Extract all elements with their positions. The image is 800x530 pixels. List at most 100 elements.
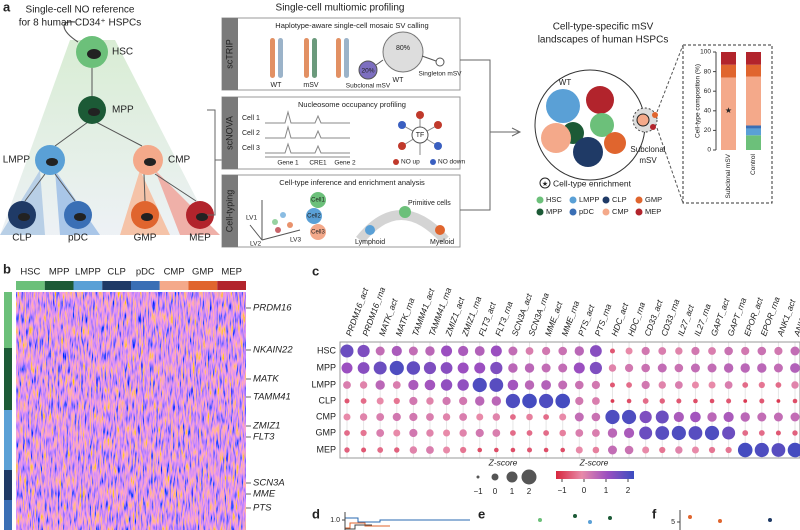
dot: [426, 446, 434, 454]
legend-label: LMPP: [579, 195, 599, 204]
dot: [442, 413, 451, 421]
section-title: Single-cell multiomic profiling: [276, 3, 405, 14]
legend-tick-label: 0: [493, 487, 498, 496]
dot: [776, 399, 781, 403]
panel-heading: Nucleosome occupancy profiling: [298, 100, 406, 109]
bar-segment: [721, 52, 736, 65]
dot: [526, 413, 533, 421]
legend-label: GMP: [645, 195, 662, 204]
dot: [359, 381, 368, 389]
row-label: GMP: [315, 427, 336, 437]
dot: [607, 445, 617, 455]
dot: [475, 396, 485, 406]
label: WT: [559, 78, 572, 87]
label: NO down: [438, 159, 465, 166]
dot: [621, 409, 637, 425]
label: mSV: [639, 156, 657, 165]
gene-label: MATK: [253, 374, 279, 385]
color-bar: [556, 471, 634, 479]
dot: [558, 380, 568, 390]
dot: [737, 442, 753, 458]
dot: [373, 361, 387, 375]
dot: [344, 398, 350, 404]
label: Subclonal: [630, 145, 665, 154]
dot: [555, 393, 571, 409]
dot: [525, 347, 534, 355]
gene-label: PRDM16: [253, 303, 292, 314]
dot: [658, 381, 666, 389]
dot: [671, 425, 686, 441]
dot: [624, 363, 634, 373]
dot: [625, 347, 633, 355]
dot: [510, 447, 516, 453]
column-color-bar: [73, 281, 103, 290]
panel-label: c: [312, 263, 319, 278]
label: landscapes of human HSPCs: [538, 35, 669, 46]
dot: [393, 397, 400, 405]
dot: [408, 346, 418, 356]
panel-title: Single-cell NO reference: [26, 5, 135, 16]
legend-label: MEP: [645, 207, 661, 216]
legend-tick-label: 0: [582, 486, 587, 495]
dot: [409, 446, 418, 454]
dot: [458, 345, 469, 357]
dot: [524, 363, 535, 373]
dot: [426, 413, 434, 421]
label: WT: [271, 82, 283, 89]
dot: [758, 430, 765, 436]
bar-segment: [746, 125, 761, 129]
dot: [542, 346, 551, 356]
bar-segment: [746, 76, 761, 126]
legend-label: CMP: [612, 207, 629, 216]
dot: [757, 346, 767, 356]
dot: [527, 447, 533, 453]
dot: [492, 429, 501, 437]
bottom-panels: [344, 510, 772, 530]
column-header: CLP: [107, 267, 125, 278]
size-legend-dot: [521, 469, 537, 485]
tab-label: scTRIP: [224, 39, 234, 69]
dot: [759, 398, 765, 404]
dot: [740, 412, 750, 422]
dot: [541, 363, 551, 373]
dot: [589, 345, 602, 357]
dot: [508, 346, 518, 356]
dot: [655, 410, 669, 424]
dot: [526, 430, 533, 436]
dot: [408, 379, 419, 391]
legend-tick-label: −1: [473, 487, 483, 496]
label: Myeloid: [430, 239, 454, 246]
dot: [787, 442, 800, 458]
legend-swatch: [602, 208, 610, 216]
panel-heading: Cell-type inference and enrichment analy…: [279, 178, 425, 187]
dot: [375, 380, 385, 390]
dot: [490, 361, 503, 375]
dot: [740, 363, 750, 373]
label: Lymphoid: [355, 239, 385, 246]
gene-label: ZMIZ1: [252, 421, 280, 432]
dot: [343, 381, 351, 389]
dot: [641, 363, 650, 373]
dot: [340, 344, 354, 358]
dot: [675, 446, 683, 454]
tab-label: scNOVA: [224, 116, 234, 150]
dot: [440, 379, 453, 391]
dot: [426, 429, 434, 437]
dot: [472, 377, 487, 393]
dot: [607, 428, 618, 438]
dot: [406, 361, 421, 375]
dot: [425, 346, 435, 356]
cell-type-node-label: LMPP: [3, 155, 31, 166]
dot: [591, 429, 600, 437]
dot: [510, 414, 516, 420]
dot: [639, 410, 652, 424]
size-legend-dot: [491, 473, 499, 481]
dot: [360, 429, 367, 437]
label: WT: [393, 77, 405, 84]
column-color-bar: [16, 281, 45, 290]
y-tick-label: 100: [700, 49, 711, 56]
dot: [674, 381, 683, 389]
dot: [623, 427, 635, 439]
dot: [724, 346, 733, 356]
